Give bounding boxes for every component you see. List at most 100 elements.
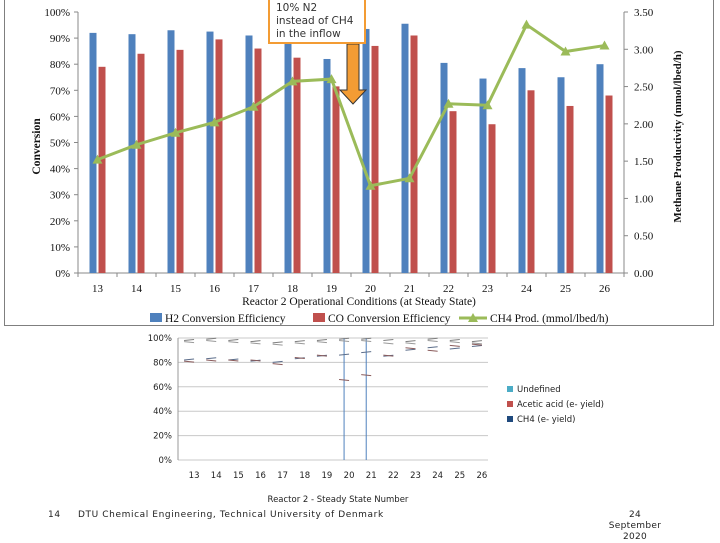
co-bar (137, 53, 145, 274)
ghost-series-segment (427, 349, 438, 352)
legend-swatch-co (313, 313, 325, 322)
y-tick-label: 20% (50, 216, 70, 228)
x-tick-label: 18 (287, 283, 299, 295)
y-tick-label: 30% (50, 190, 70, 202)
ghost-series-segment (228, 341, 239, 344)
co-bar (176, 49, 184, 273)
x-tick-label: 21 (366, 471, 377, 481)
ch4-marker (599, 40, 610, 50)
ghost-series-segment (250, 340, 261, 343)
h2-bar (245, 35, 253, 273)
ghost-series-segment (405, 347, 416, 350)
y-tick-label: 90% (50, 33, 70, 45)
legend-label: Undefined (517, 385, 561, 395)
ghost-series-segment (449, 347, 460, 350)
y2-tick-label: 2.00 (634, 119, 654, 131)
h2-bar (596, 64, 604, 273)
x-tick-label: 20 (365, 283, 377, 295)
ch4-marker (92, 154, 103, 164)
y2-tick-label: 2.50 (634, 82, 654, 94)
y-tick-label: 0% (159, 456, 173, 466)
y-tick-label: 100% (148, 334, 172, 344)
ghost-series-segment (427, 339, 438, 342)
ghost-series-segment (316, 338, 327, 341)
co-bar (332, 86, 340, 273)
x-tick-label: 22 (388, 471, 399, 481)
ghost-series-segment (339, 353, 350, 356)
ch4-marker (131, 139, 142, 149)
ghost-series-segment (316, 341, 327, 344)
h2-bar (362, 28, 370, 274)
callout-line-2: instead of CH4 (276, 15, 354, 27)
page-number: 14 (48, 510, 61, 520)
legend-marker-ch4 (468, 313, 478, 322)
x-tick-label: 18 (299, 471, 310, 481)
x-tick-label: 25 (454, 471, 465, 481)
h2-bar (284, 38, 292, 273)
y2-tick-label: 0.00 (634, 268, 654, 280)
ghost-series-segment (471, 340, 482, 343)
legend-label-co: CO Conversion Efficiency (328, 313, 451, 325)
y2-tick-label: 3.00 (634, 44, 654, 56)
ch4-marker (521, 19, 532, 29)
ghost-series-segment (449, 338, 460, 341)
x-tick-label: 17 (277, 471, 288, 481)
ghost-series-segment (471, 343, 482, 346)
ghost-series-segment (206, 359, 217, 362)
ghost-series-segment (206, 357, 217, 360)
co-bar (410, 35, 418, 273)
ghost-series-segment (449, 344, 460, 347)
legend-swatch (507, 401, 513, 407)
x-tick-label: 13 (92, 283, 104, 295)
ghost-series-segment (272, 363, 283, 366)
x-tick-label: 13 (189, 471, 200, 481)
h2-bar (440, 62, 448, 273)
co-bar (98, 66, 106, 273)
x-axis-title: Reactor 2 - Steady State Number (268, 495, 409, 505)
ghost-series-segment (184, 341, 195, 344)
y-tick-label: 50% (50, 138, 70, 150)
y-tick-label: 40% (153, 407, 172, 417)
x-tick-label: 14 (131, 283, 143, 295)
y-tick-label: 70% (50, 85, 70, 97)
x-tick-label: 19 (326, 283, 338, 295)
x-tick-label: 24 (432, 471, 443, 481)
h2-bar (401, 23, 409, 274)
ghost-series-segment (427, 346, 438, 349)
ghost-series-segment (383, 338, 394, 341)
h2-bar (89, 32, 97, 273)
ghost-series-segment (339, 378, 350, 381)
x-tick-label: 15 (233, 471, 244, 481)
chart-frame (4, 0, 714, 326)
co-bar (449, 111, 457, 274)
h2-bar (518, 68, 526, 274)
ghost-series-segment (272, 341, 283, 344)
ghost-series-segment (361, 374, 372, 377)
callout-line-1: 10% N2 (276, 2, 318, 14)
ghost-series-segment (383, 354, 394, 357)
x-tick-label: 23 (410, 471, 421, 481)
date-month: September (608, 521, 662, 531)
ch4-marker (443, 98, 454, 108)
h2-bar (128, 34, 136, 274)
h2-bar (206, 31, 214, 274)
y2-tick-label: 3.50 (634, 7, 654, 19)
ghost-series-segment (316, 354, 327, 357)
y-tick-label: 60% (50, 111, 70, 123)
x-tick-label: 25 (560, 283, 572, 295)
ghost-series-segment (405, 342, 416, 345)
y-tick-label: 60% (153, 383, 172, 393)
ghost-series-segment (250, 359, 261, 362)
y-tick-label: 0% (55, 268, 70, 280)
x-tick-label: 21 (404, 283, 415, 295)
x-tick-label: 26 (599, 283, 611, 295)
x-tick-label: 17 (248, 283, 260, 295)
y-tick-label: 10% (50, 242, 70, 254)
y2-tick-label: 1.00 (634, 193, 654, 205)
annotation-callout: 10% N2 instead of CH4 in the inflow (268, 0, 366, 44)
ch4-marker (209, 117, 220, 127)
ghost-series-segment (228, 359, 239, 362)
ghost-series-segment (383, 342, 394, 345)
co-bar (215, 39, 223, 273)
